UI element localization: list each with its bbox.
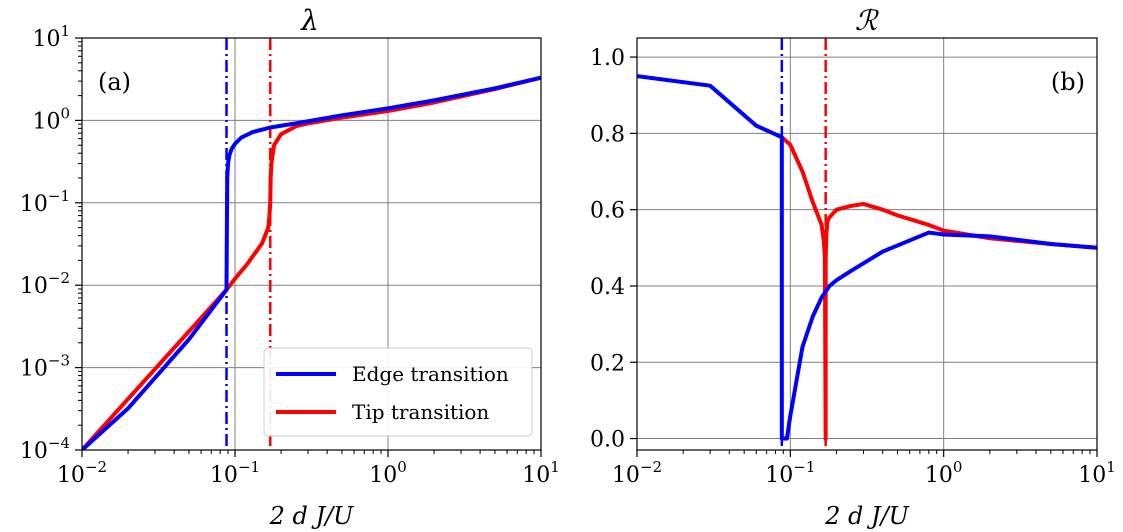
panel-tag: (a)	[98, 68, 131, 96]
major-ticks	[75, 37, 542, 457]
y-tick-label: 0.4	[590, 275, 625, 300]
x-tick-label: 100	[925, 458, 963, 488]
y-tick-label: 0.2	[590, 351, 625, 376]
edge-transition-line	[82, 75, 541, 450]
x-tick-label: 10−1	[210, 458, 260, 488]
y-tick-label: 100	[32, 104, 70, 134]
y-tick-label: 10−2	[20, 269, 70, 299]
y-tick-label-exponent: −2	[48, 269, 70, 287]
plot-frame	[81, 37, 542, 451]
y-tick-label: 0.6	[590, 199, 625, 224]
x-tick-label-base: 10	[765, 463, 793, 488]
panel-tag: (b)	[1051, 68, 1085, 96]
y-tick-label-exponent: −1	[48, 187, 70, 205]
legend-label-tip-transition: Tip transition	[352, 400, 489, 424]
minor-ticks	[78, 41, 535, 454]
x-tick-label-base: 10	[210, 463, 238, 488]
x-tick-label-exponent: −2	[640, 458, 662, 476]
y-tick-label-base: 10	[32, 27, 60, 52]
y-tick-label: 0.8	[590, 122, 625, 147]
series-lines	[637, 74, 1097, 441]
y-tick-label-exponent: −3	[48, 352, 70, 370]
x-tick-label-base: 10	[57, 463, 85, 488]
plot-frame	[636, 37, 1098, 451]
y-tick-label: 1.0	[590, 46, 625, 71]
x-tick-label-base: 10	[925, 463, 953, 488]
legend-label-edge-transition: Edge transition	[352, 362, 509, 386]
major-ticks	[630, 56, 1098, 457]
transition-markers	[780, 38, 827, 450]
y-tick-label-exponent: 1	[60, 22, 70, 40]
minor-ticks	[682, 450, 1091, 454]
y-tick-label-base: 10	[20, 274, 48, 299]
x-tick-label-exponent: −2	[85, 458, 107, 476]
x-tick-label: 101	[1078, 458, 1116, 488]
x-axis-label: 2 d J/U	[269, 502, 355, 530]
x-tick-label-exponent: 0	[953, 458, 963, 476]
y-tick-label: 10−1	[20, 187, 70, 217]
x-tick-label-exponent: 0	[397, 458, 407, 476]
series-lines	[82, 75, 541, 450]
x-tick-label: 100	[369, 458, 407, 488]
x-tick-label-base: 10	[369, 463, 397, 488]
tip-transition-line	[780, 135, 1097, 441]
x-tick-label-exponent: −1	[238, 458, 260, 476]
panel-title: λ	[300, 4, 319, 37]
x-tick-label: 10−2	[57, 458, 107, 488]
y-tick-label: 101	[32, 22, 70, 52]
x-tick-label-exponent: 1	[1106, 458, 1116, 476]
x-tick-label: 101	[522, 458, 560, 488]
x-tick-label-base: 10	[612, 463, 640, 488]
x-axis-label: 2 d J/U	[824, 502, 910, 530]
y-tick-label-base: 10	[20, 357, 48, 382]
y-tick-label-base: 10	[32, 109, 60, 134]
x-tick-label: 10−1	[765, 458, 815, 488]
panel-title: ℛ	[855, 4, 879, 37]
y-tick-label-exponent: 0	[60, 104, 70, 122]
y-tick-label: 0.0	[590, 428, 625, 453]
y-tick-label: 10−3	[20, 352, 70, 382]
y-tick-label-base: 10	[20, 192, 48, 217]
grid	[636, 38, 1098, 450]
x-tick-label: 10−2	[612, 458, 662, 488]
x-tick-label-exponent: −1	[793, 458, 815, 476]
x-tick-label-base: 10	[522, 463, 550, 488]
y-tick-label-base: 10	[20, 439, 48, 464]
y-tick-label: 10−4	[20, 434, 70, 464]
x-tick-label-base: 10	[1078, 463, 1106, 488]
tip-transition-line	[82, 75, 541, 450]
legend: Edge transition Tip transition	[263, 347, 533, 437]
x-tick-label-exponent: 1	[550, 458, 560, 476]
y-tick-label-exponent: −4	[48, 434, 70, 452]
edge-transition-line	[637, 74, 1097, 441]
